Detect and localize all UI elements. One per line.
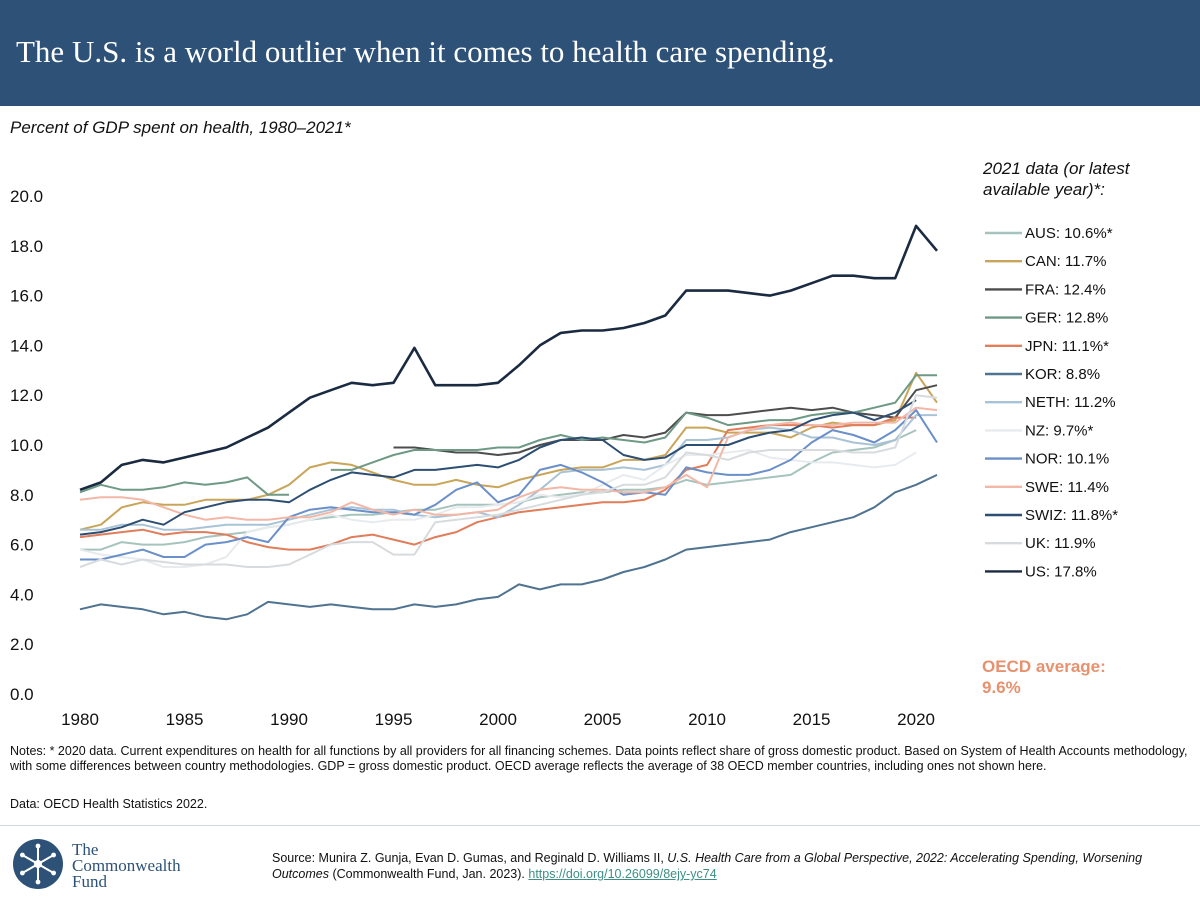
chart-notes: Notes: * 2020 data. Current expenditures… [10, 744, 1188, 773]
x-tick-label: 2010 [688, 710, 726, 729]
legend-item-ger: GER: 12.8% [985, 310, 1108, 327]
legend-item-neth: NETH: 11.2% [985, 394, 1116, 411]
legend-label: UK: 11.9% [1025, 535, 1096, 552]
legend-label: FRA: 12.4% [1025, 281, 1106, 298]
series-line-swe [79, 406, 938, 521]
y-tick-label: 18.0 [10, 237, 43, 256]
x-tick-label: 1980 [61, 710, 99, 729]
legend-title: 2021 data (or latest available year)*: [983, 159, 1130, 199]
series-line-uk [79, 394, 938, 568]
y-tick-label: 8.0 [10, 486, 34, 505]
legend-label: SWE: 11.4% [1025, 479, 1109, 496]
series-lines [79, 224, 938, 621]
data-source: Data: OECD Health Statistics 2022. [10, 797, 208, 811]
series-line-kor [79, 473, 938, 621]
x-tick-label: 2015 [793, 710, 831, 729]
x-tick-label: 1995 [375, 710, 413, 729]
series-line-swiz [79, 399, 917, 536]
line-chart: 0.02.04.06.08.010.012.014.016.018.020.0 … [10, 187, 1118, 729]
series-line-can [79, 371, 938, 531]
logo-line-1: The [72, 840, 99, 859]
source-citation: Source: Munira Z. Gunja, Evan D. Gumas, … [272, 850, 1182, 882]
source-suffix: (Commonwealth Fund, Jan. 2023). [328, 867, 529, 881]
legend-item-swe: SWE: 11.4% [985, 479, 1109, 496]
legend-item-us: US: 17.8% [985, 563, 1097, 580]
series-line-fra [393, 384, 938, 456]
legend-label: JPN: 11.1%* [1025, 338, 1109, 355]
legend-item-aus: AUS: 10.6%* [985, 225, 1113, 242]
y-tick-label: 2.0 [10, 635, 34, 654]
y-tick-label: 10.0 [10, 436, 43, 455]
series-line-neth [80, 414, 937, 531]
commonwealth-fund-logo-text: The Commonwealth Fund [72, 840, 181, 891]
legend-item-fra: FRA: 12.4% [985, 281, 1106, 298]
x-tick-label: 2005 [584, 710, 622, 729]
series-line-ger [79, 374, 937, 496]
series-line-nor [80, 409, 938, 561]
header-banner: The U.S. is a world outlier when it come… [0, 0, 1200, 106]
x-tick-label: 1985 [166, 710, 204, 729]
x-axis-ticks: 1980 1985 1990 1995 2000 2005 2010 2015 2020 [61, 710, 935, 729]
series-line-us [79, 224, 938, 492]
x-tick-label: 1990 [270, 710, 308, 729]
oecd-average-label: OECD average: [982, 657, 1106, 676]
y-tick-label: 0.0 [10, 685, 34, 704]
y-axis-ticks: 0.0 2.0 4.0 6.0 8.0 10.0 12.0 14.0 16.0 18.0 20.0 [10, 187, 43, 704]
logo-line-2: Commonwealth [72, 856, 181, 875]
chart-subtitle: Percent of GDP spent on health, 1980–202… [10, 118, 351, 137]
legend-item-nz: NZ: 9.7%* [985, 422, 1094, 439]
legend-item-kor: KOR: 8.8% [985, 366, 1100, 383]
logo-line-3: Fund [72, 872, 107, 891]
oecd-average-value: 9.6% [982, 678, 1021, 697]
legend-label: SWIZ: 11.8%* [1025, 507, 1118, 524]
oecd-average-annotation: OECD average: 9.6% [982, 656, 1182, 698]
y-tick-label: 16.0 [10, 287, 43, 306]
legend-label: NOR: 10.1% [1025, 451, 1109, 468]
x-tick-label: 2020 [897, 710, 935, 729]
legend-item-can: CAN: 11.7% [985, 253, 1106, 270]
y-tick-label: 4.0 [10, 585, 34, 604]
legend-label: KOR: 8.8% [1025, 366, 1100, 383]
legend-item-nor: NOR: 10.1% [985, 451, 1109, 468]
page-title: The U.S. is a world outlier when it come… [16, 34, 835, 69]
legend-label: NETH: 11.2% [1025, 394, 1116, 411]
legend: AUS: 10.6%* CAN: 11.7% FRA: 12.4% GER: 12.8… [985, 225, 1118, 580]
legend-item-uk: UK: 11.9% [985, 535, 1096, 552]
commonwealth-fund-logo-icon [13, 839, 63, 889]
source-doi-link[interactable]: https://doi.org/10.26099/8ejy-yc74 [528, 867, 717, 881]
series-line-nz [79, 449, 917, 568]
legend-item-swiz: SWIZ: 11.8%* [985, 507, 1118, 524]
legend-label: NZ: 9.7%* [1025, 422, 1094, 439]
y-tick-label: 20.0 [10, 187, 43, 206]
source-title: U.S. Health Care from a Global Perspecti… [272, 851, 1143, 881]
legend-label: US: 17.8% [1025, 563, 1097, 580]
legend-label: AUS: 10.6%* [1025, 225, 1113, 242]
legend-item-jpn: JPN: 11.1%* [985, 338, 1109, 355]
legend-label: GER: 12.8% [1025, 310, 1108, 327]
y-tick-label: 12.0 [10, 386, 43, 405]
y-tick-label: 6.0 [10, 536, 34, 555]
y-tick-label: 14.0 [10, 336, 43, 355]
source-prefix: Source: Munira Z. Gunja, Evan D. Gumas, … [272, 851, 668, 865]
x-tick-label: 2000 [479, 710, 517, 729]
legend-label: CAN: 11.7% [1025, 253, 1106, 270]
footer-divider [0, 825, 1200, 826]
